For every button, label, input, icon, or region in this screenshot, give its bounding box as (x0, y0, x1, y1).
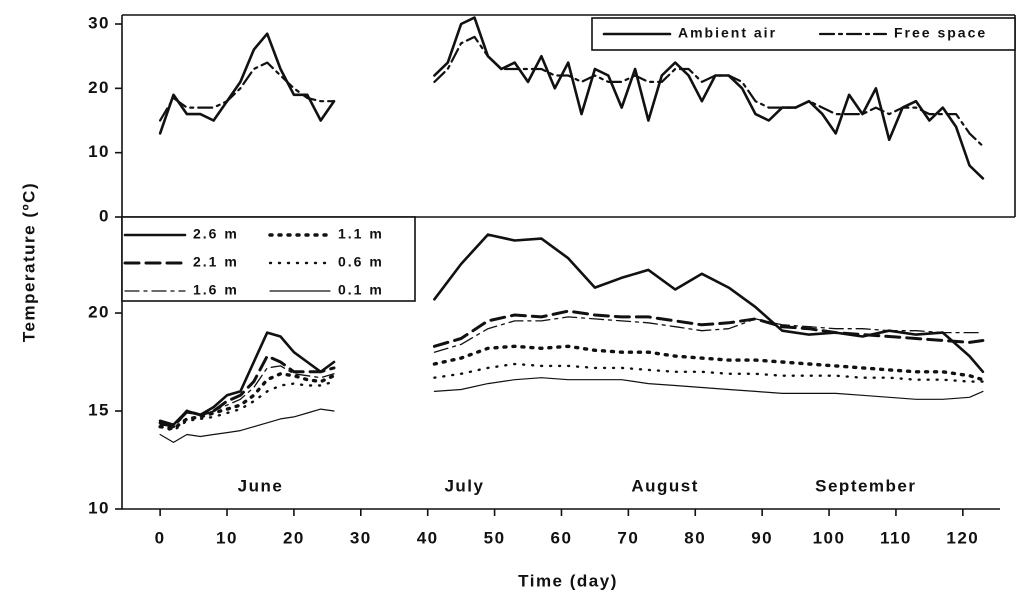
y-tick-label: 10 (88, 142, 110, 161)
x-tick-label: 90 (751, 528, 773, 547)
series-line (159, 316, 984, 428)
x-tick-label: 40 (417, 528, 439, 547)
x-tick-label: 70 (617, 528, 639, 547)
x-tick-label: 10 (216, 528, 238, 547)
annotation: July (444, 476, 484, 495)
y-axis-label: Temperature (ºC) (19, 182, 38, 342)
x-tick-label: 80 (684, 528, 706, 547)
legend-label: 1.6 m (193, 282, 239, 298)
y-tick-label: 30 (88, 13, 110, 32)
annotation: August (631, 476, 699, 495)
legend-box (121, 216, 416, 302)
legend-label: Free space (894, 25, 987, 41)
y-tick-label: 20 (88, 303, 110, 322)
x-tick-label: 100 (813, 528, 846, 547)
legend-label: 2.6 m (193, 226, 239, 242)
x-axis-label: Time (day) (518, 571, 618, 590)
y-tick-label: 20 (88, 78, 110, 97)
annotation: September (815, 476, 916, 495)
legend-label: 0.1 m (338, 282, 384, 298)
x-tick-label: 120 (946, 528, 979, 547)
legend-label: Ambient air (678, 25, 777, 41)
y-tick-label: 15 (88, 400, 110, 419)
x-tick-label: 20 (283, 528, 305, 547)
series-line (158, 362, 985, 432)
series-line (159, 377, 984, 443)
x-tick-label: 30 (350, 528, 372, 547)
series-line (159, 35, 984, 148)
y-tick-label: 0 (99, 206, 110, 225)
x-tick-label: 0 (155, 528, 166, 547)
series-line (158, 233, 985, 426)
series-line (158, 16, 985, 180)
x-tick-label: 110 (880, 528, 912, 547)
x-tick-label: 50 (484, 528, 506, 547)
legend-label: 1.1 m (338, 226, 384, 242)
legend-label: 2.1 m (193, 254, 239, 270)
annotation: June (238, 476, 284, 495)
x-tick-label: 60 (551, 528, 573, 547)
series-line (158, 344, 985, 431)
y-tick-label: 10 (88, 498, 110, 517)
legend-label: 0.6 m (338, 254, 384, 270)
